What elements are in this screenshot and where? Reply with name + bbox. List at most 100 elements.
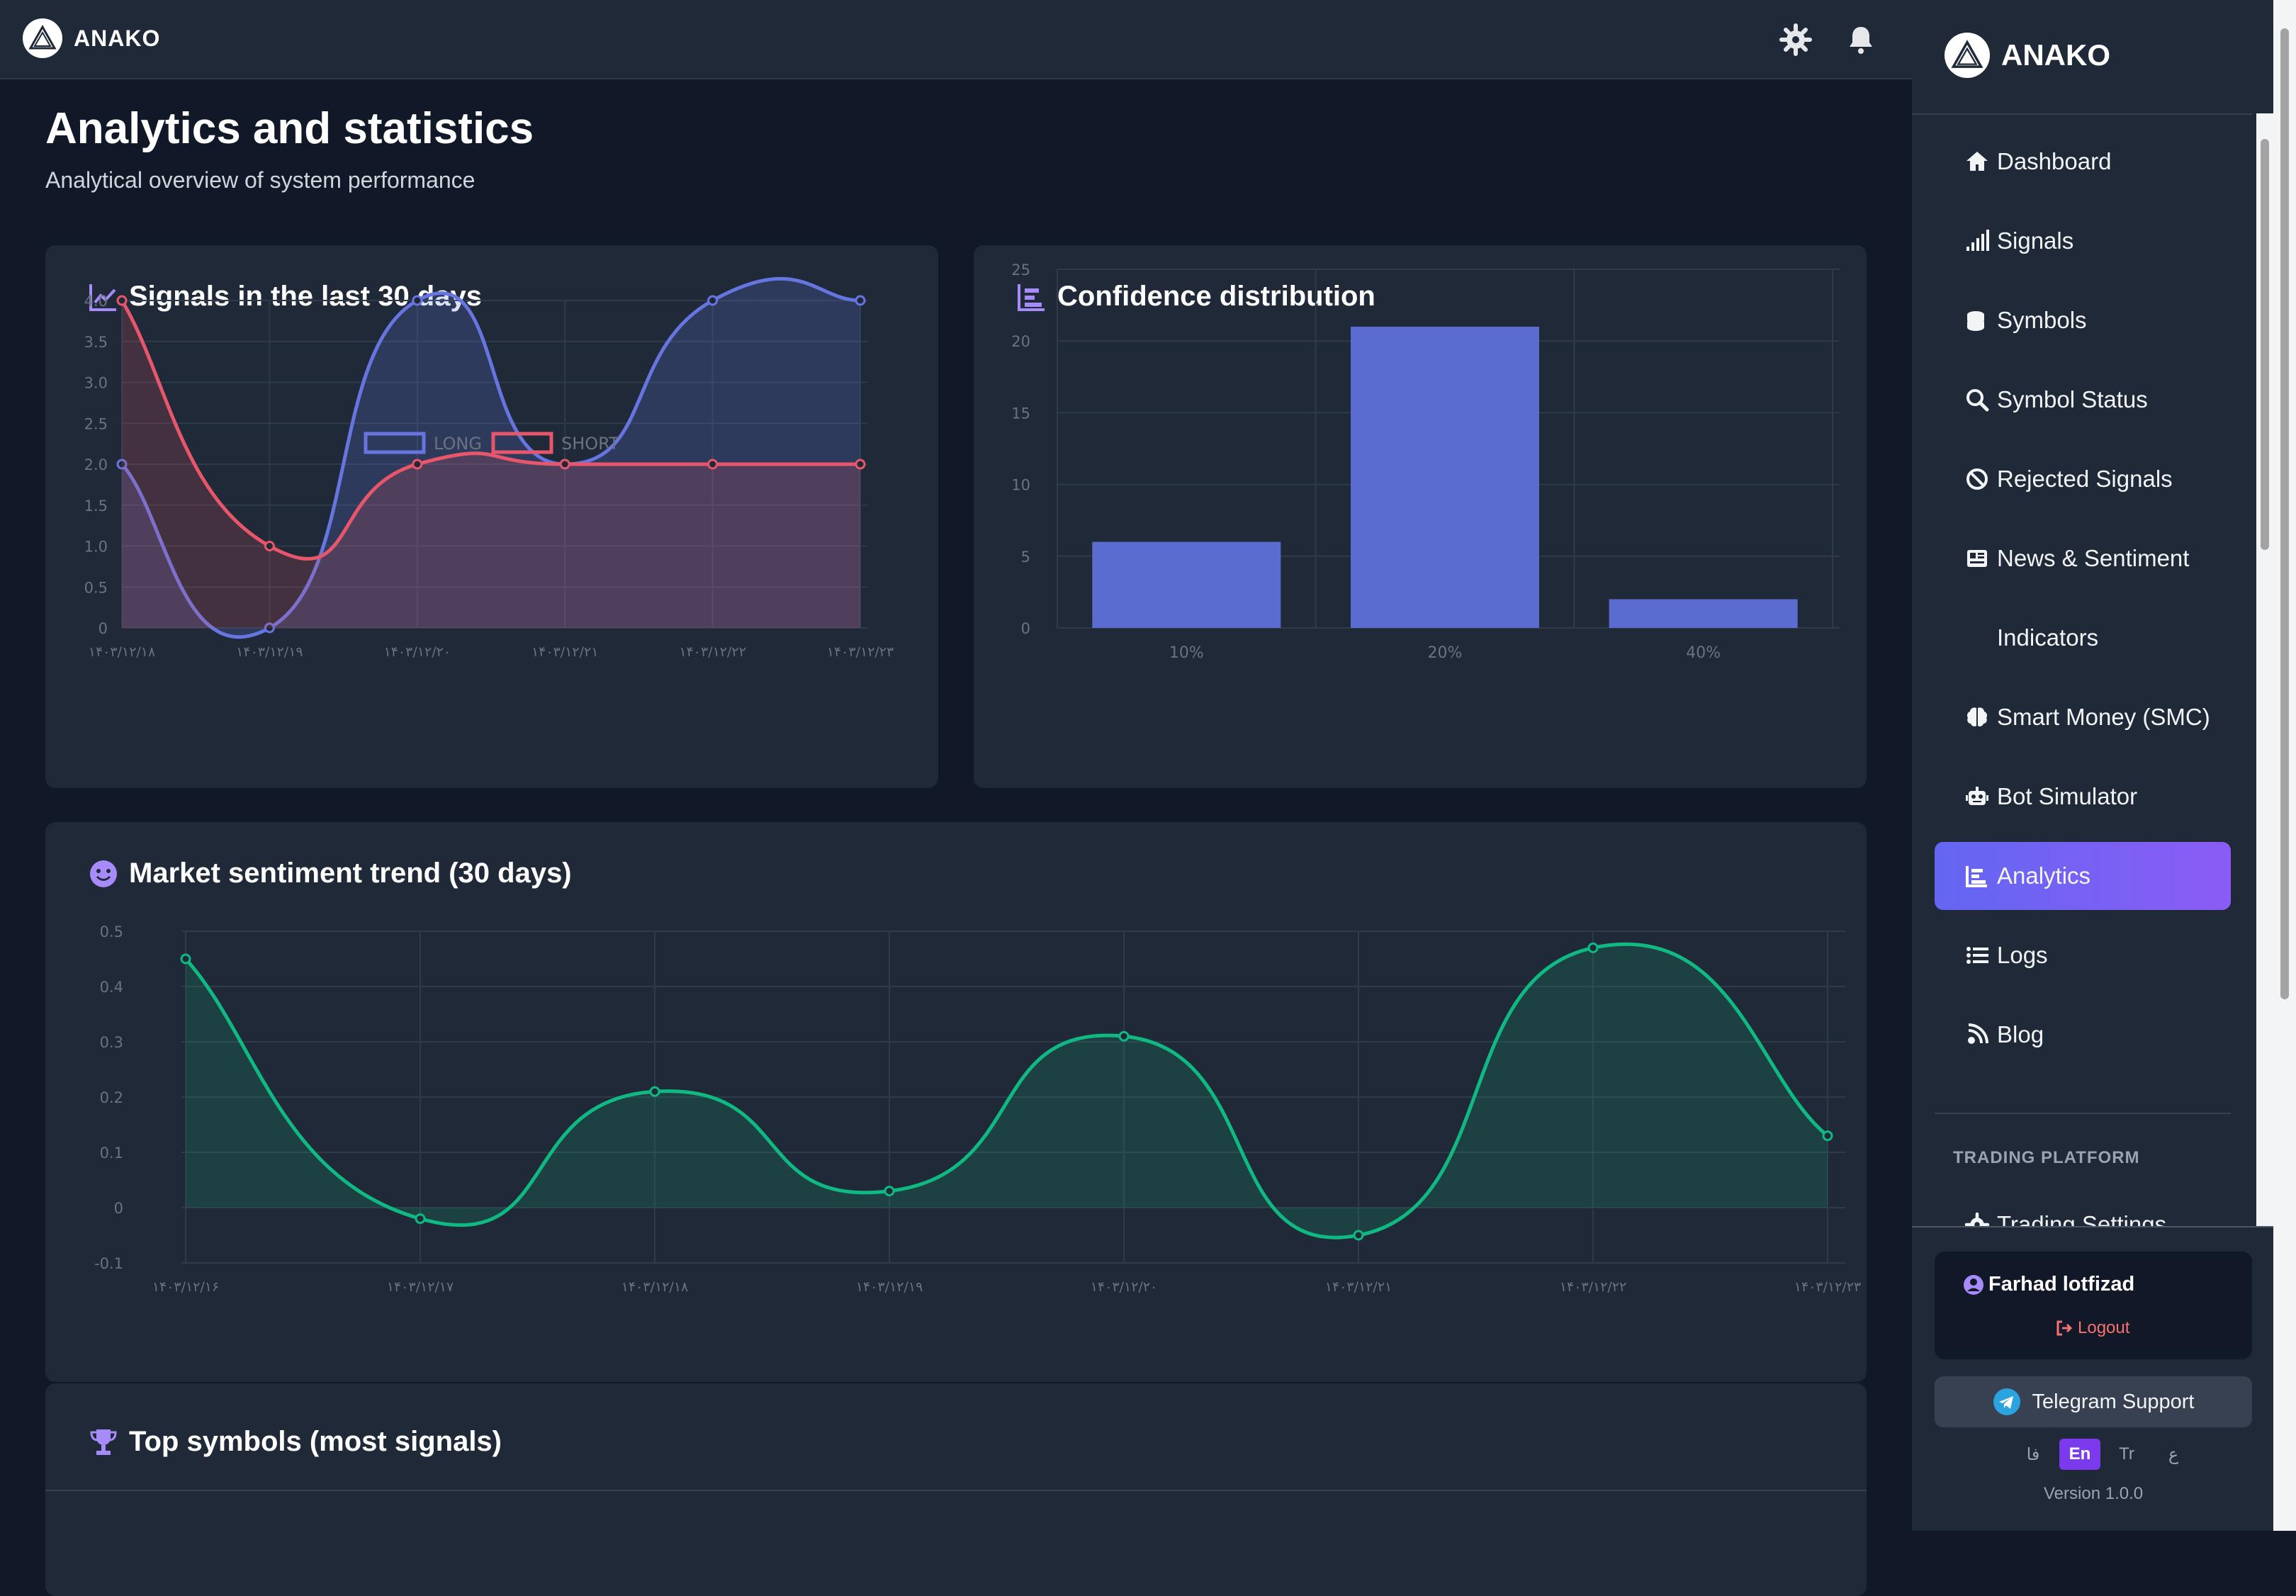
x-tick-label: ۱۴۰۳/۱۲/۱۶: [152, 1279, 219, 1295]
gear-icon[interactable]: [1779, 23, 1813, 57]
data-point: [1353, 1230, 1364, 1241]
y-tick-label: -0.1: [94, 1255, 123, 1272]
anako-logo-icon: [1945, 33, 1990, 78]
sidebar-item-label: Blog: [1997, 1021, 2044, 1047]
confidence-title-text: Confidence distribution: [1057, 281, 1375, 312]
data-point-long: [264, 622, 275, 634]
sidebar-scroll-thumb[interactable]: [2261, 139, 2269, 550]
sidebar-item-indicators[interactable]: Indicators: [1935, 604, 2231, 672]
data-point: [884, 1186, 895, 1197]
sentiment-card: Market sentiment trend (30 days) -0.1 0 0.…: [45, 822, 1867, 1382]
sidebar-item-symbols[interactable]: Symbols: [1935, 286, 2231, 354]
top-bar: ANAKO: [0, 0, 1912, 79]
y-tick-label: 0.5: [84, 579, 108, 596]
sentiment-card-title: Market sentiment trend (30 days): [88, 858, 572, 889]
sidebar-item-rejected-signals[interactable]: Rejected Signals: [1935, 445, 2231, 513]
page-subtitle: Analytical overview of system performanc…: [45, 167, 475, 193]
legend-label-short: SHORT: [561, 434, 619, 454]
sidebar-item-label: Smart Money (SMC): [1997, 704, 2210, 730]
chart-bar-icon: [1018, 283, 1045, 311]
x-tick-label: ۱۴۰۳/۱۲/۲۰: [384, 644, 451, 660]
page-scrollbar[interactable]: [2273, 0, 2296, 1531]
indicators-icon: [1963, 624, 1991, 652]
y-tick-label: 3.5: [84, 334, 108, 351]
y-tick-label: 20: [1011, 333, 1030, 350]
coins-icon: [1963, 306, 1991, 335]
sidebar-item-dashboard[interactable]: Dashboard: [1935, 128, 2231, 196]
sidebar-item-analytics[interactable]: Analytics: [1935, 842, 2231, 910]
sidebar-item-signals[interactable]: Signals: [1935, 207, 2231, 275]
sidebar-item-symbol-status[interactable]: Symbol Status: [1935, 366, 2231, 434]
y-tick-label: 1.0: [84, 539, 108, 556]
page-scroll-thumb[interactable]: [2280, 28, 2289, 999]
series-area-long: [122, 279, 860, 637]
sidebar-item-smart-money[interactable]: Smart Money (SMC): [1935, 683, 2231, 751]
user-circle-icon: [1964, 1274, 1983, 1295]
series-area-short: [122, 300, 860, 628]
y-tick-label: 4.0: [84, 293, 108, 310]
x-tick-label: ۱۴۰۳/۱۲/۲۱: [531, 644, 598, 660]
user-card: Farhad lotfizad Logout: [1935, 1252, 2252, 1359]
sidebar-brand[interactable]: ANAKO: [1945, 33, 2110, 78]
x-tick-label: ۱۴۰۳/۱۲/۲۲: [1560, 1279, 1626, 1295]
x-tick-label: 10%: [1169, 644, 1204, 662]
gear-icon: [1963, 1210, 1991, 1226]
legend-swatch-long: [364, 432, 426, 454]
sidebar-item-logs[interactable]: Logs: [1935, 921, 2231, 989]
lang-en[interactable]: En: [2059, 1439, 2100, 1470]
signals-card: Signals in the last 30 days 0 0.5 1.0 1.5 2.…: [45, 245, 938, 788]
sidebar-item-trading-settings[interactable]: Trading Settings: [1935, 1191, 2231, 1226]
telegram-icon: [1993, 1388, 2020, 1415]
lang-fa[interactable]: فا: [2026, 1444, 2040, 1464]
brain-icon: [1963, 703, 1991, 731]
user-name[interactable]: Farhad lotfizad: [1963, 1273, 2134, 1296]
y-tick-label: 0.1: [100, 1145, 123, 1162]
sidebar-item-bot-simulator[interactable]: Bot Simulator: [1935, 763, 2231, 831]
chart-line-icon: [89, 283, 116, 311]
page-title: Analytics and statistics: [45, 104, 534, 153]
home-icon: [1963, 147, 1991, 176]
data-point: [415, 1213, 426, 1225]
lang-ar[interactable]: ع: [2168, 1444, 2179, 1464]
y-tick-label: 2.5: [84, 415, 108, 432]
card-divider: [45, 1490, 1867, 1491]
sentiment-line: [184, 942, 1829, 1240]
language-switcher: فا En Tr ع: [2013, 1439, 2200, 1470]
signal-icon: [1963, 227, 1991, 255]
lang-tr[interactable]: Tr: [2119, 1444, 2134, 1463]
data-point-long: [412, 295, 423, 306]
x-tick-label: ۱۴۰۳/۱۲/۱۹: [236, 644, 303, 660]
sidebar-item-label: News & Sentiment: [1997, 545, 2190, 571]
y-tick-label: 0: [1021, 620, 1030, 637]
sidebar-nav: Dashboard Signals Symbols Symbol Status …: [1935, 128, 2232, 1226]
sidebar-item-label: Symbol Status: [1997, 386, 2148, 412]
top-symbols-card-title: Top symbols (most signals): [88, 1426, 502, 1458]
logout-button[interactable]: Logout: [2055, 1318, 2129, 1338]
list-icon: [1963, 941, 1991, 970]
data-point-long: [855, 295, 866, 306]
sidebar-item-blog[interactable]: Blog: [1935, 1001, 2231, 1069]
x-tick-label: ۱۴۰۳/۱۲/۲۰: [1091, 1279, 1157, 1295]
y-tick-label: 0: [99, 620, 108, 637]
sidebar-scrollbar[interactable]: [2256, 113, 2273, 1226]
telegram-support-button[interactable]: Telegram Support: [1935, 1376, 2252, 1427]
sidebar-item-news-sentiment[interactable]: News & Sentiment: [1935, 524, 2231, 592]
data-point-long: [116, 459, 128, 470]
data-point: [1822, 1130, 1833, 1142]
version-label: Version 1.0.0: [2044, 1484, 2144, 1503]
y-tick-label: 25: [1011, 262, 1030, 279]
x-tick-label: 40%: [1686, 644, 1721, 662]
sidebar-item-label: Indicators: [1997, 624, 2099, 651]
y-tick-label: 15: [1011, 405, 1030, 422]
data-point-short: [559, 459, 570, 470]
logout-icon: [2056, 1320, 2073, 1336]
bell-icon[interactable]: [1844, 23, 1878, 57]
search-icon: [1963, 386, 1991, 414]
sidebar-item-label: Rejected Signals: [1997, 466, 2173, 492]
sentiment-area: [186, 944, 1828, 1238]
x-tick-label: ۱۴۰۳/۱۲/۱۷: [387, 1279, 454, 1295]
brand[interactable]: ANAKO: [23, 18, 160, 58]
legend-label-long: LONG: [434, 434, 482, 454]
sidebar-bottom-divider: [1912, 1226, 2273, 1227]
x-tick-label: ۱۴۰۳/۱۲/۱۸: [89, 644, 155, 660]
